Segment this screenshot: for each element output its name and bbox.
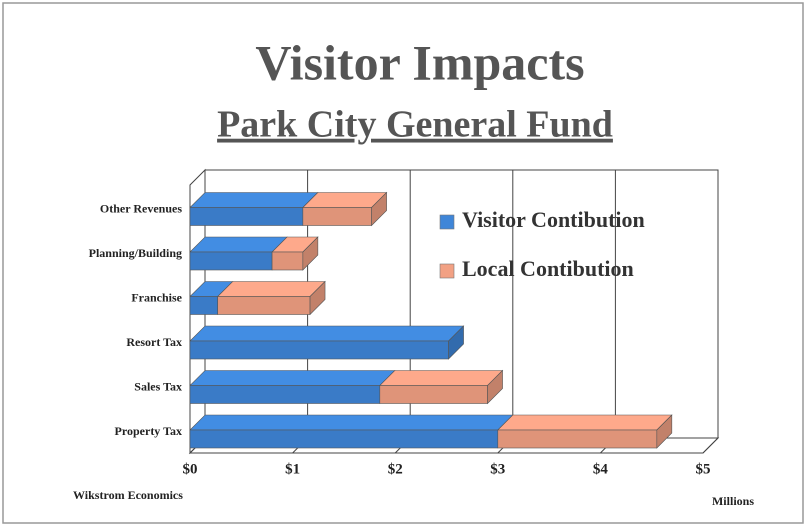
bar [302, 207, 372, 226]
bar [189, 296, 219, 315]
legend-swatch [439, 263, 455, 279]
x-tick-label: $0 [183, 461, 198, 477]
bar-side [309, 280, 326, 316]
bar-side [656, 414, 673, 449]
bar-side [487, 369, 503, 405]
legend-label: Local Contibution [462, 256, 634, 281]
bar-top [189, 325, 465, 342]
bar-side [448, 325, 464, 360]
bar-top [189, 192, 319, 208]
x-tick-label: $3 [490, 461, 505, 477]
bar [217, 296, 311, 315]
bar-top [189, 236, 288, 253]
bar-side [371, 191, 387, 227]
x-tick-label: $2 [388, 461, 403, 477]
y-tick-label: Resort Tax [126, 335, 182, 349]
bar [271, 251, 304, 271]
bar-top [497, 414, 673, 431]
chart-title: Visitor Impacts [255, 34, 584, 90]
y-tick-label: Property Tax [115, 424, 182, 438]
chart-subtitle: Park City General Fund [217, 104, 613, 146]
bar [189, 207, 304, 226]
y-tick-label: Other Revenues [100, 201, 182, 215]
bar [189, 385, 381, 404]
bar [497, 429, 658, 449]
x-tick-label: $4 [593, 461, 609, 477]
bar [379, 385, 488, 404]
bar [189, 251, 273, 271]
legend-swatch [439, 214, 455, 230]
y-tick-label: Franchise [131, 290, 182, 304]
y-tick-label: Planning/Building [89, 246, 182, 260]
grid-line [702, 437, 719, 454]
y-tick-label: Sales Tax [134, 379, 182, 393]
x-axis-label: Millions [712, 494, 754, 508]
bar-top [189, 414, 514, 431]
bar-top [379, 370, 504, 386]
bar [189, 429, 499, 449]
bar [189, 340, 449, 360]
x-tick-label: $5 [696, 461, 711, 477]
bar-top [216, 281, 326, 297]
bar-top [189, 370, 396, 386]
bar-side [302, 236, 319, 271]
legend-label: Visitor Contibution [462, 207, 645, 232]
annotation: Wikstrom Economics [73, 488, 183, 502]
x-tick-label: $1 [285, 461, 300, 477]
